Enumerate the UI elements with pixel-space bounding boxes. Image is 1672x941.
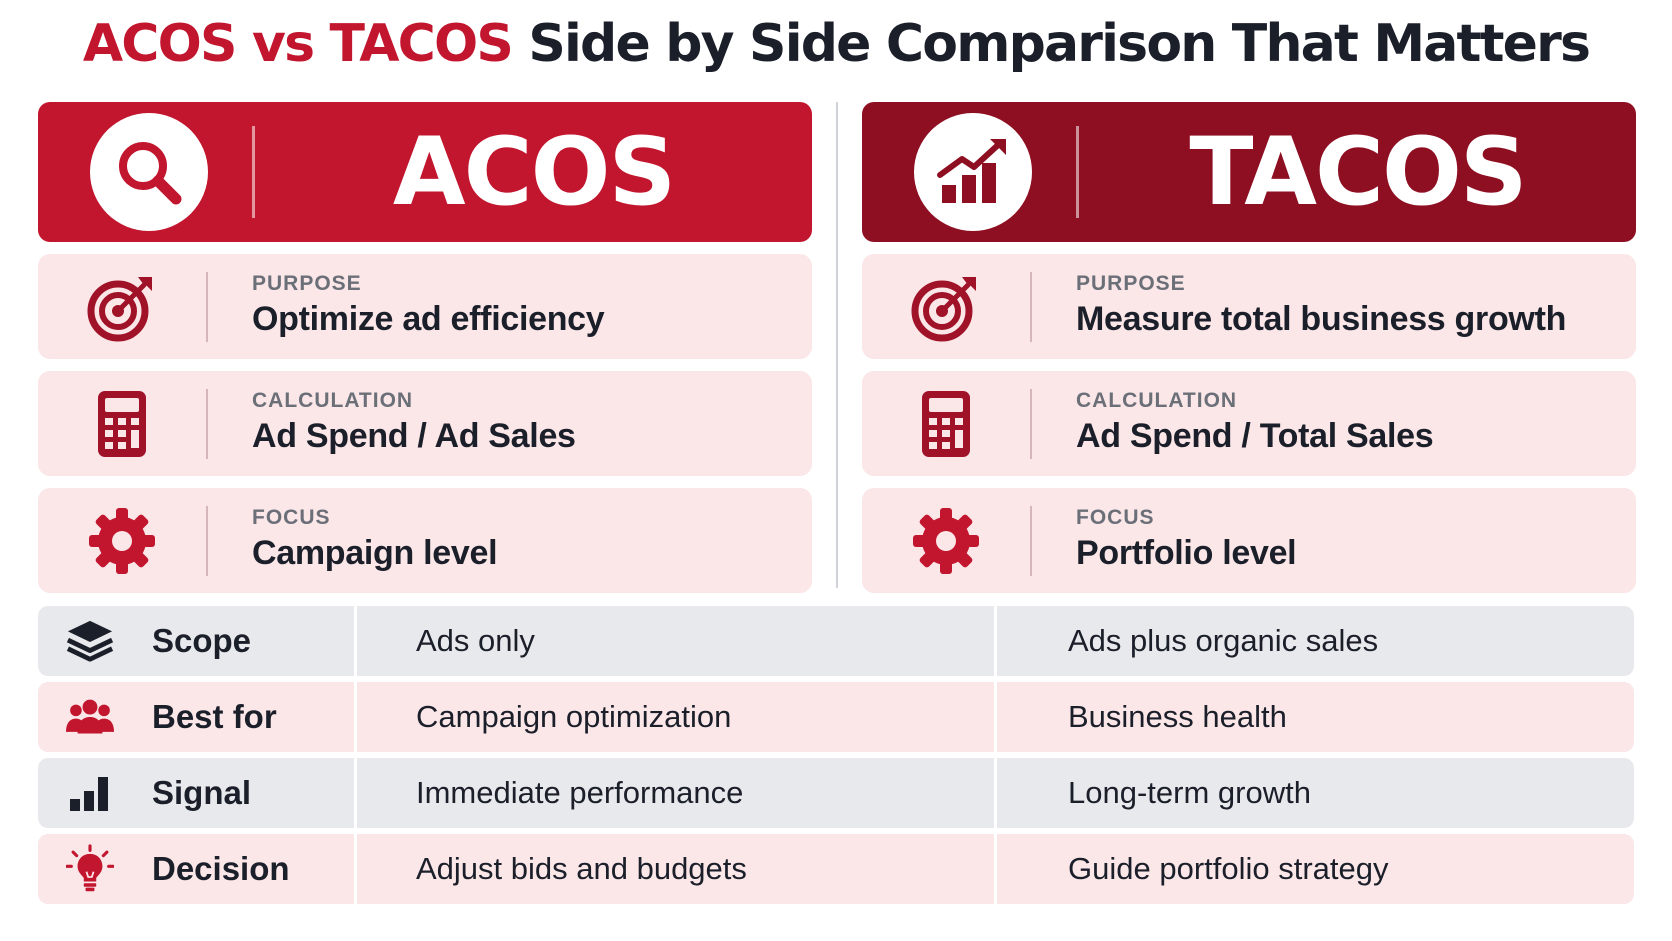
tacos-purpose-card: PURPOSE Measure total business growth <box>862 254 1636 359</box>
row-key: Scope <box>152 622 252 659</box>
table-row-signal: Signal Immediate performance Long-term g… <box>38 758 1634 828</box>
table-row-decision: Decision Adjust bids and budgets Guide p… <box>38 834 1634 904</box>
table-row-scope: Scope Ads only Ads plus organic sales <box>38 606 1634 676</box>
row-acos-value: Adjust bids and budgets <box>416 851 747 886</box>
calculator-icon <box>922 391 970 457</box>
acos-panel: ACOS PURPOSE Optimize ad efficiency <box>38 102 812 593</box>
acos-purpose-card: PURPOSE Optimize ad efficiency <box>38 254 812 359</box>
card-label: FOCUS <box>252 506 331 529</box>
banner-separator <box>252 126 255 218</box>
row-acos-value: Campaign optimization <box>416 699 732 734</box>
card-label: CALCULATION <box>252 389 414 412</box>
card-value: Optimize ad efficiency <box>252 300 605 338</box>
magnifier-icon <box>119 142 182 205</box>
page-title: ACOS vs TACOS Side by Side Comparison Th… <box>0 14 1672 74</box>
card-value: Campaign level <box>252 534 498 572</box>
row-key: Signal <box>152 774 252 811</box>
card-label: FOCUS <box>1076 506 1155 529</box>
title-rest: Side by Side Comparison That Matters <box>512 14 1591 74</box>
acos-focus-card: FOCUS Campaign level <box>38 488 812 593</box>
tacos-focus-card: FOCUS Portfolio level <box>862 488 1636 593</box>
calculator-icon <box>98 391 146 457</box>
gear-icon <box>913 508 979 574</box>
banner-separator <box>1076 126 1079 218</box>
card-value: Ad Spend / Ad Sales <box>252 417 576 455</box>
card-value: Ad Spend / Total Sales <box>1076 417 1434 455</box>
growth-chart-icon <box>937 139 1006 203</box>
tacos-panel: TACOS PURPOSE Measure total business gro… <box>862 102 1636 593</box>
lightbulb-icon <box>66 844 114 892</box>
card-value: Portfolio level <box>1076 534 1297 572</box>
table-row-best-for: Best for Campaign optimization Business … <box>38 682 1634 752</box>
tacos-banner: TACOS <box>862 102 1636 242</box>
row-acos-value: Ads only <box>416 623 535 658</box>
acos-banner: ACOS <box>38 102 812 242</box>
comparison-table: Scope Ads only Ads plus organic sales Be… <box>38 606 1634 910</box>
tacos-icon-badge <box>914 113 1032 231</box>
row-acos-value: Immediate performance <box>416 775 744 810</box>
tacos-heading: TACOS <box>1189 117 1527 227</box>
acos-heading: ACOS <box>392 117 676 227</box>
acos-icon-badge <box>90 113 208 231</box>
tacos-calculation-card: CALCULATION Ad Spend / Total Sales <box>862 371 1636 476</box>
target-icon <box>911 277 976 342</box>
card-label: CALCULATION <box>1076 389 1238 412</box>
card-label: PURPOSE <box>1076 272 1186 295</box>
card-value: Measure total business growth <box>1076 300 1567 338</box>
row-tacos-value: Long-term growth <box>1068 775 1311 810</box>
card-label: PURPOSE <box>252 272 362 295</box>
gear-icon <box>89 508 155 574</box>
title-highlight: ACOS vs TACOS <box>82 14 514 74</box>
row-tacos-value: Guide portfolio strategy <box>1068 851 1389 886</box>
layers-icon <box>66 620 114 662</box>
people-icon <box>66 699 114 734</box>
row-tacos-value: Business health <box>1068 699 1287 734</box>
row-key: Decision <box>152 850 290 887</box>
center-divider <box>836 102 838 588</box>
row-key: Best for <box>152 698 277 735</box>
row-tacos-value: Ads plus organic sales <box>1068 623 1379 658</box>
acos-calculation-card: CALCULATION Ad Spend / Ad Sales <box>38 371 812 476</box>
bar-signal-icon <box>70 777 108 811</box>
target-icon <box>87 277 152 342</box>
